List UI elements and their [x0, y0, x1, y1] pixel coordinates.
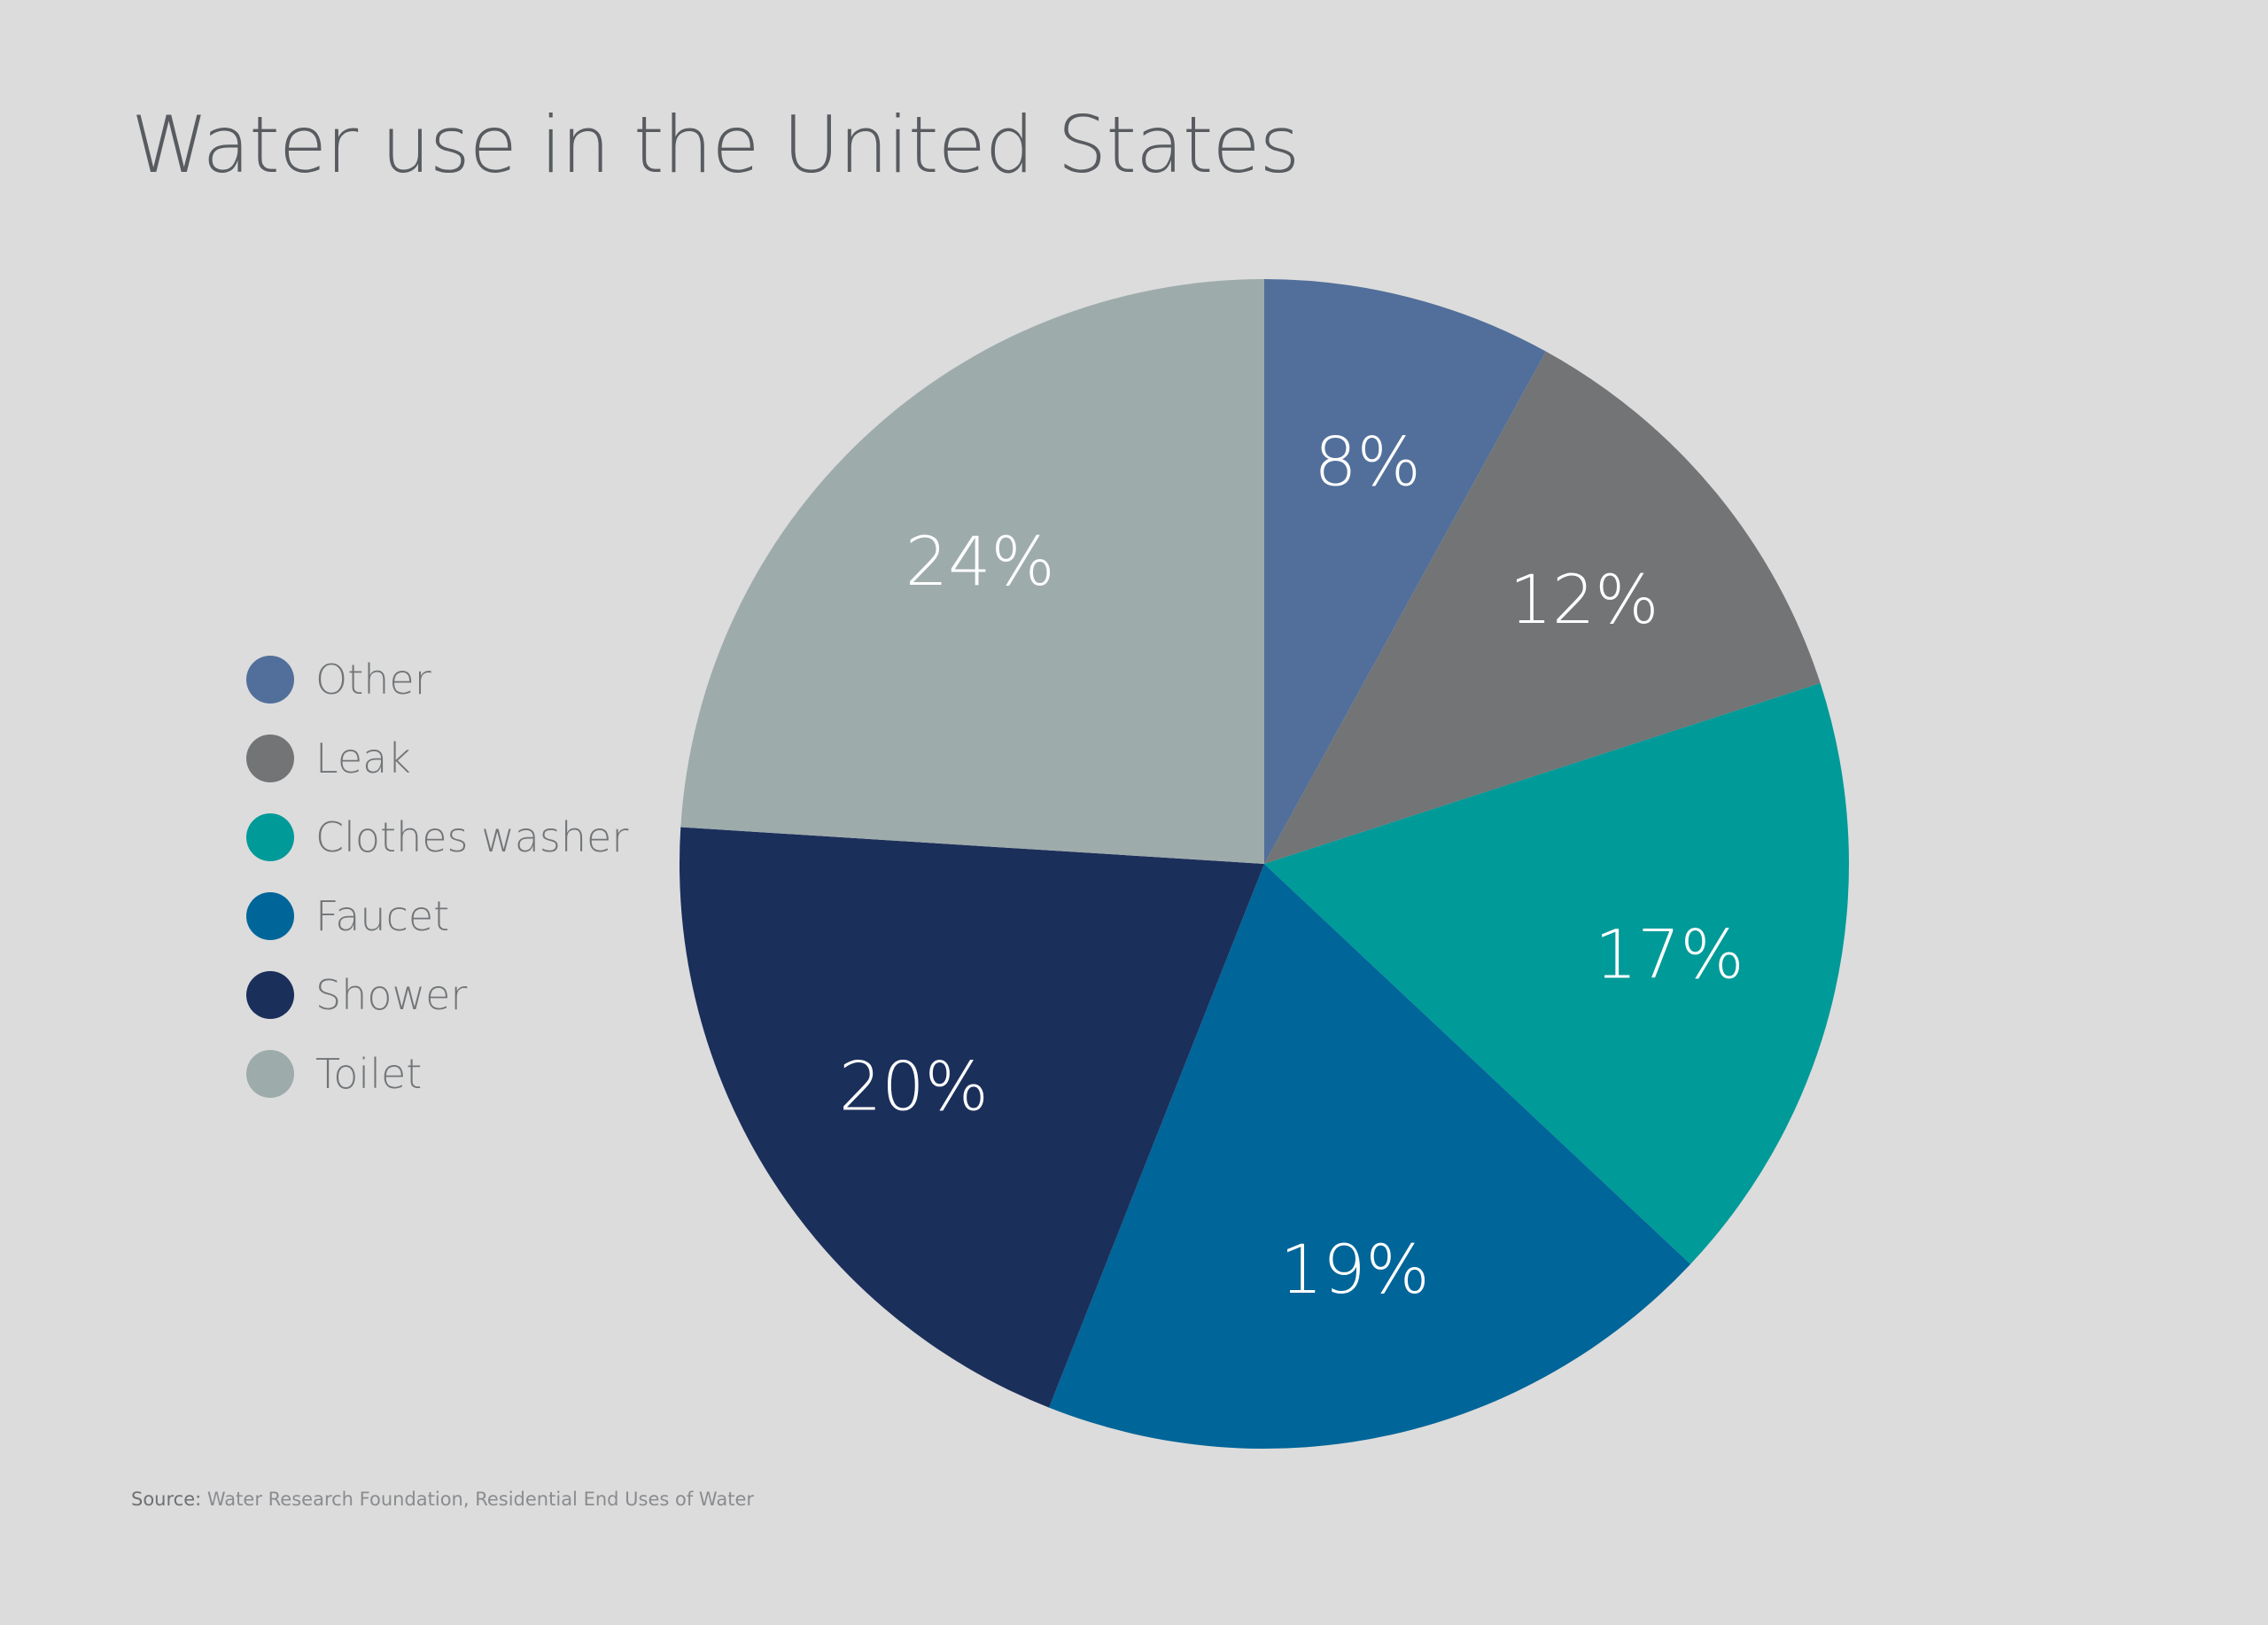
source-text: Water Research Foundation, Residential E…	[206, 1489, 754, 1510]
pie-slice-leak	[1264, 351, 1821, 865]
source-key: Source:	[131, 1489, 202, 1510]
legend-swatch-shower	[246, 970, 294, 1019]
legend-item-shower: Shower	[246, 955, 628, 1034]
legend-label-faucet: Faucet	[315, 891, 450, 940]
pie-slice-clothes-washer	[1264, 683, 1849, 1264]
source-note: Source: Water Research Foundation, Resid…	[131, 1489, 754, 1510]
legend-label-other: Other	[315, 655, 431, 704]
legend-swatch-clothes-washer	[246, 812, 294, 861]
pie-label-toilet: 24%	[905, 522, 1055, 601]
pie-label-leak: 12%	[1510, 560, 1659, 639]
pie-slice-labels: 8% 12% 17% 19% 20% 24%	[839, 423, 1744, 1309]
legend-item-faucet: Faucet	[246, 876, 628, 955]
legend-item-toilet: Toilet	[246, 1034, 628, 1113]
pie-label-shower: 20%	[839, 1047, 989, 1126]
legend-label-toilet: Toilet	[315, 1049, 423, 1098]
pie-label-faucet: 19%	[1280, 1230, 1430, 1309]
legend-swatch-leak	[246, 734, 294, 782]
legend-item-clothes-washer: Clothes washer	[246, 797, 628, 876]
pie-slice-toilet	[680, 279, 1264, 864]
legend-label-clothes-washer: Clothes washer	[315, 812, 629, 861]
legend-swatch-faucet	[246, 891, 294, 940]
chart-title: Water use in the United States	[131, 99, 1300, 190]
pie-label-other: 8%	[1314, 423, 1421, 501]
legend: Other Leak Clothes washer Faucet Shower …	[246, 640, 628, 1113]
legend-swatch-other	[246, 655, 294, 704]
legend-label-leak: Leak	[315, 734, 411, 782]
legend-swatch-toilet	[246, 1049, 294, 1098]
pie-label-clothes-washer: 17%	[1595, 915, 1744, 994]
pie-slice-shower	[680, 827, 1264, 1408]
pie-slice-faucet	[1049, 864, 1691, 1449]
legend-item-other: Other	[246, 640, 628, 719]
pie-slices	[680, 279, 1849, 1449]
legend-label-shower: Shower	[315, 970, 468, 1019]
legend-item-leak: Leak	[246, 719, 628, 797]
pie-slice-other	[1264, 279, 1546, 864]
